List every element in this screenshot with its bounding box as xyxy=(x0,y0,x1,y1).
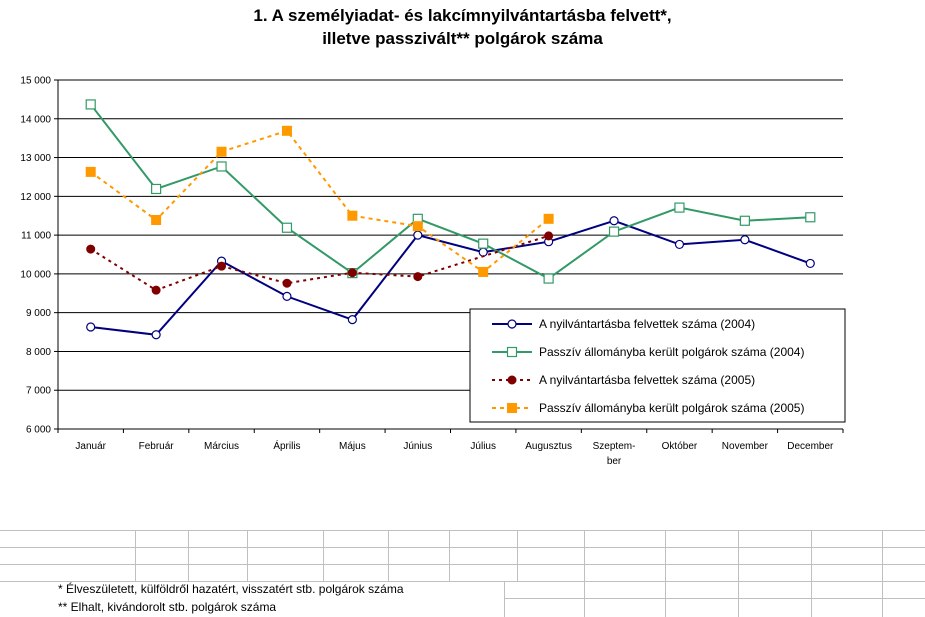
data-point-3 xyxy=(216,146,227,157)
y-tick-label: 12 000 xyxy=(20,192,51,203)
chart-title-line1: 1. A személyiadat- és lakcímnyilvántartá… xyxy=(253,6,672,25)
data-point-2 xyxy=(413,272,423,282)
x-tick-label: December xyxy=(787,441,834,452)
x-tick-label: Január xyxy=(75,441,106,452)
legend-marker-2 xyxy=(507,375,517,385)
x-tick-label: Szeptem- xyxy=(593,441,636,452)
data-point-0 xyxy=(740,235,750,245)
data-point-2 xyxy=(151,285,161,295)
data-point-0 xyxy=(282,291,292,301)
x-tick-label: Augusztus xyxy=(525,441,572,452)
y-tick-label: 15 000 xyxy=(20,76,51,87)
y-tick-label: 6 000 xyxy=(26,425,51,436)
x-tick-label: ber xyxy=(607,456,622,467)
legend-box xyxy=(469,308,846,423)
legend-marker-1 xyxy=(506,346,518,358)
data-point-2 xyxy=(86,244,96,254)
data-point-1 xyxy=(543,273,554,284)
y-tick-label: 14 000 xyxy=(20,114,51,125)
footnote-2: ** Elhalt, kivándorolt stb. polgárok szá… xyxy=(58,600,277,614)
x-tick-label: Július xyxy=(470,441,496,452)
data-point-1 xyxy=(216,161,227,172)
legend-label-3: Passzív állományba került polgárok száma… xyxy=(539,401,804,415)
data-point-0 xyxy=(151,330,161,340)
y-tick-label: 11 000 xyxy=(21,231,51,242)
data-point-3 xyxy=(478,266,489,277)
chart-area: 1. A személyiadat- és lakcímnyilvántartá… xyxy=(20,6,846,467)
x-tick-label: Március xyxy=(204,441,239,452)
line-chart: 6 000 7 000 8 000 9 000 10 000 11 000 12 000 13… xyxy=(20,76,846,467)
data-point-0 xyxy=(805,258,815,269)
y-tick-label: 8 000 xyxy=(26,347,51,358)
data-point-1 xyxy=(85,99,96,110)
data-point-3 xyxy=(412,221,423,232)
x-tick-label: November xyxy=(722,441,769,452)
x-tick-label: Június xyxy=(403,441,432,452)
data-point-1 xyxy=(151,183,162,195)
data-point-1 xyxy=(281,222,293,233)
data-point-2 xyxy=(347,268,357,278)
x-tick-label: Február xyxy=(139,441,175,452)
data-point-3 xyxy=(281,125,292,136)
data-point-3 xyxy=(543,213,554,224)
series-line-0 xyxy=(90,219,811,336)
legend-label-1: Passzív állományba került polgárok száma… xyxy=(539,345,804,359)
data-point-2 xyxy=(217,261,227,271)
series-line-1 xyxy=(89,103,811,280)
data-point-3 xyxy=(85,166,96,177)
data-point-2 xyxy=(282,278,292,288)
x-tick-label: Május xyxy=(339,441,366,452)
data-point-0 xyxy=(413,230,423,240)
legend-label-0: A nyilvántartásba felvettek száma (2004) xyxy=(539,317,755,331)
data-point-0 xyxy=(674,239,685,250)
y-tick-label: 13 000 xyxy=(20,153,51,164)
legend-marker-3 xyxy=(507,403,517,413)
spreadsheet-grid xyxy=(0,530,925,617)
legend-label-2: A nyilvántartásba felvettek száma (2005) xyxy=(539,373,755,387)
data-point-0 xyxy=(478,247,488,257)
data-point-1 xyxy=(478,238,489,249)
y-tick-label: 7 000 xyxy=(26,386,51,397)
series-line-3 xyxy=(90,129,550,274)
x-tick-label: Április xyxy=(273,439,300,452)
data-point-3 xyxy=(347,210,358,221)
data-point-0 xyxy=(347,315,357,325)
data-point-1 xyxy=(805,212,816,223)
y-tick-label: 10 000 xyxy=(20,269,51,280)
x-tick-label: Október xyxy=(662,441,698,452)
data-point-0 xyxy=(609,216,619,226)
legend-marker-0 xyxy=(507,319,517,329)
chart-title-line2: illetve passzivált** polgárok száma xyxy=(322,29,603,48)
y-tick-label: 9 000 xyxy=(26,308,51,319)
data-point-2 xyxy=(544,231,554,241)
data-point-0 xyxy=(86,322,96,332)
data-point-3 xyxy=(151,214,162,225)
footnote-1: * Élveszületett, külföldről hazatért, vi… xyxy=(58,582,404,596)
data-point-1 xyxy=(739,215,750,226)
data-point-1 xyxy=(608,226,620,237)
data-point-1 xyxy=(674,202,685,213)
